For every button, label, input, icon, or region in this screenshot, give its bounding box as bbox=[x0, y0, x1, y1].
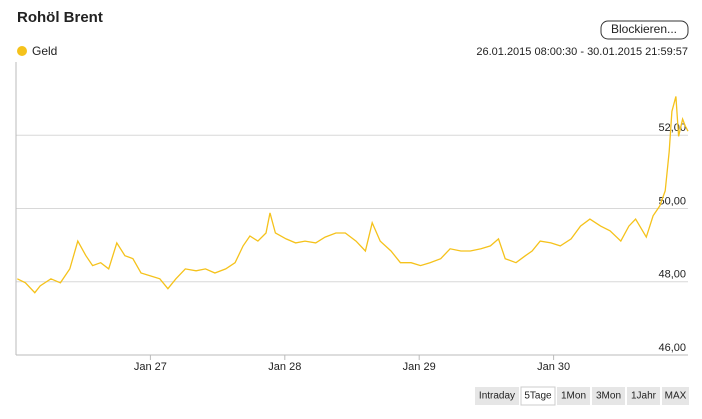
y-tick-label: 46,00 bbox=[658, 342, 686, 354]
button-frame bbox=[627, 387, 660, 405]
range-button[interactable]: Intraday bbox=[475, 387, 519, 405]
button-label: 1Jahr bbox=[631, 391, 657, 402]
x-tick-label: Jan 27 bbox=[134, 361, 167, 373]
block-button[interactable]: Blockieren... bbox=[600, 20, 689, 40]
x-tick-label: Jan 30 bbox=[537, 361, 570, 373]
range-button[interactable]: 1Jahr bbox=[627, 387, 660, 405]
button-label: MAX bbox=[665, 391, 687, 402]
button-frame bbox=[557, 387, 590, 405]
chart-title: Rohöl Brent bbox=[17, 9, 103, 26]
button-frame bbox=[475, 387, 519, 405]
button-label: 5Tage bbox=[524, 391, 552, 402]
x-tick-label: Jan 29 bbox=[403, 361, 436, 373]
legend-label: Geld bbox=[32, 44, 57, 58]
period-label: 26.01.2015 08:00:30 - 30.01.2015 21:59:5… bbox=[476, 46, 688, 58]
y-tick-label: 50,00 bbox=[658, 195, 686, 207]
range-button[interactable]: 1Mon bbox=[557, 387, 590, 405]
button-frame bbox=[600, 20, 689, 40]
button-frame bbox=[662, 387, 689, 405]
y-tick-label: 48,00 bbox=[658, 269, 686, 281]
range-button[interactable]: 5Tage bbox=[520, 386, 556, 406]
price-line bbox=[17, 96, 689, 294]
button-label: Intraday bbox=[479, 391, 515, 402]
button-frame bbox=[520, 386, 556, 406]
button-label: 3Mon bbox=[596, 391, 621, 402]
button-label: Blockieren... bbox=[611, 22, 677, 36]
range-button[interactable]: 3Mon bbox=[592, 387, 625, 405]
range-button[interactable]: MAX bbox=[662, 387, 689, 405]
legend-marker bbox=[17, 46, 27, 56]
button-frame bbox=[592, 387, 625, 405]
button-label: 1Mon bbox=[561, 391, 586, 402]
x-tick-label: Jan 28 bbox=[268, 361, 301, 373]
y-tick-label: 52,00 bbox=[658, 122, 686, 134]
